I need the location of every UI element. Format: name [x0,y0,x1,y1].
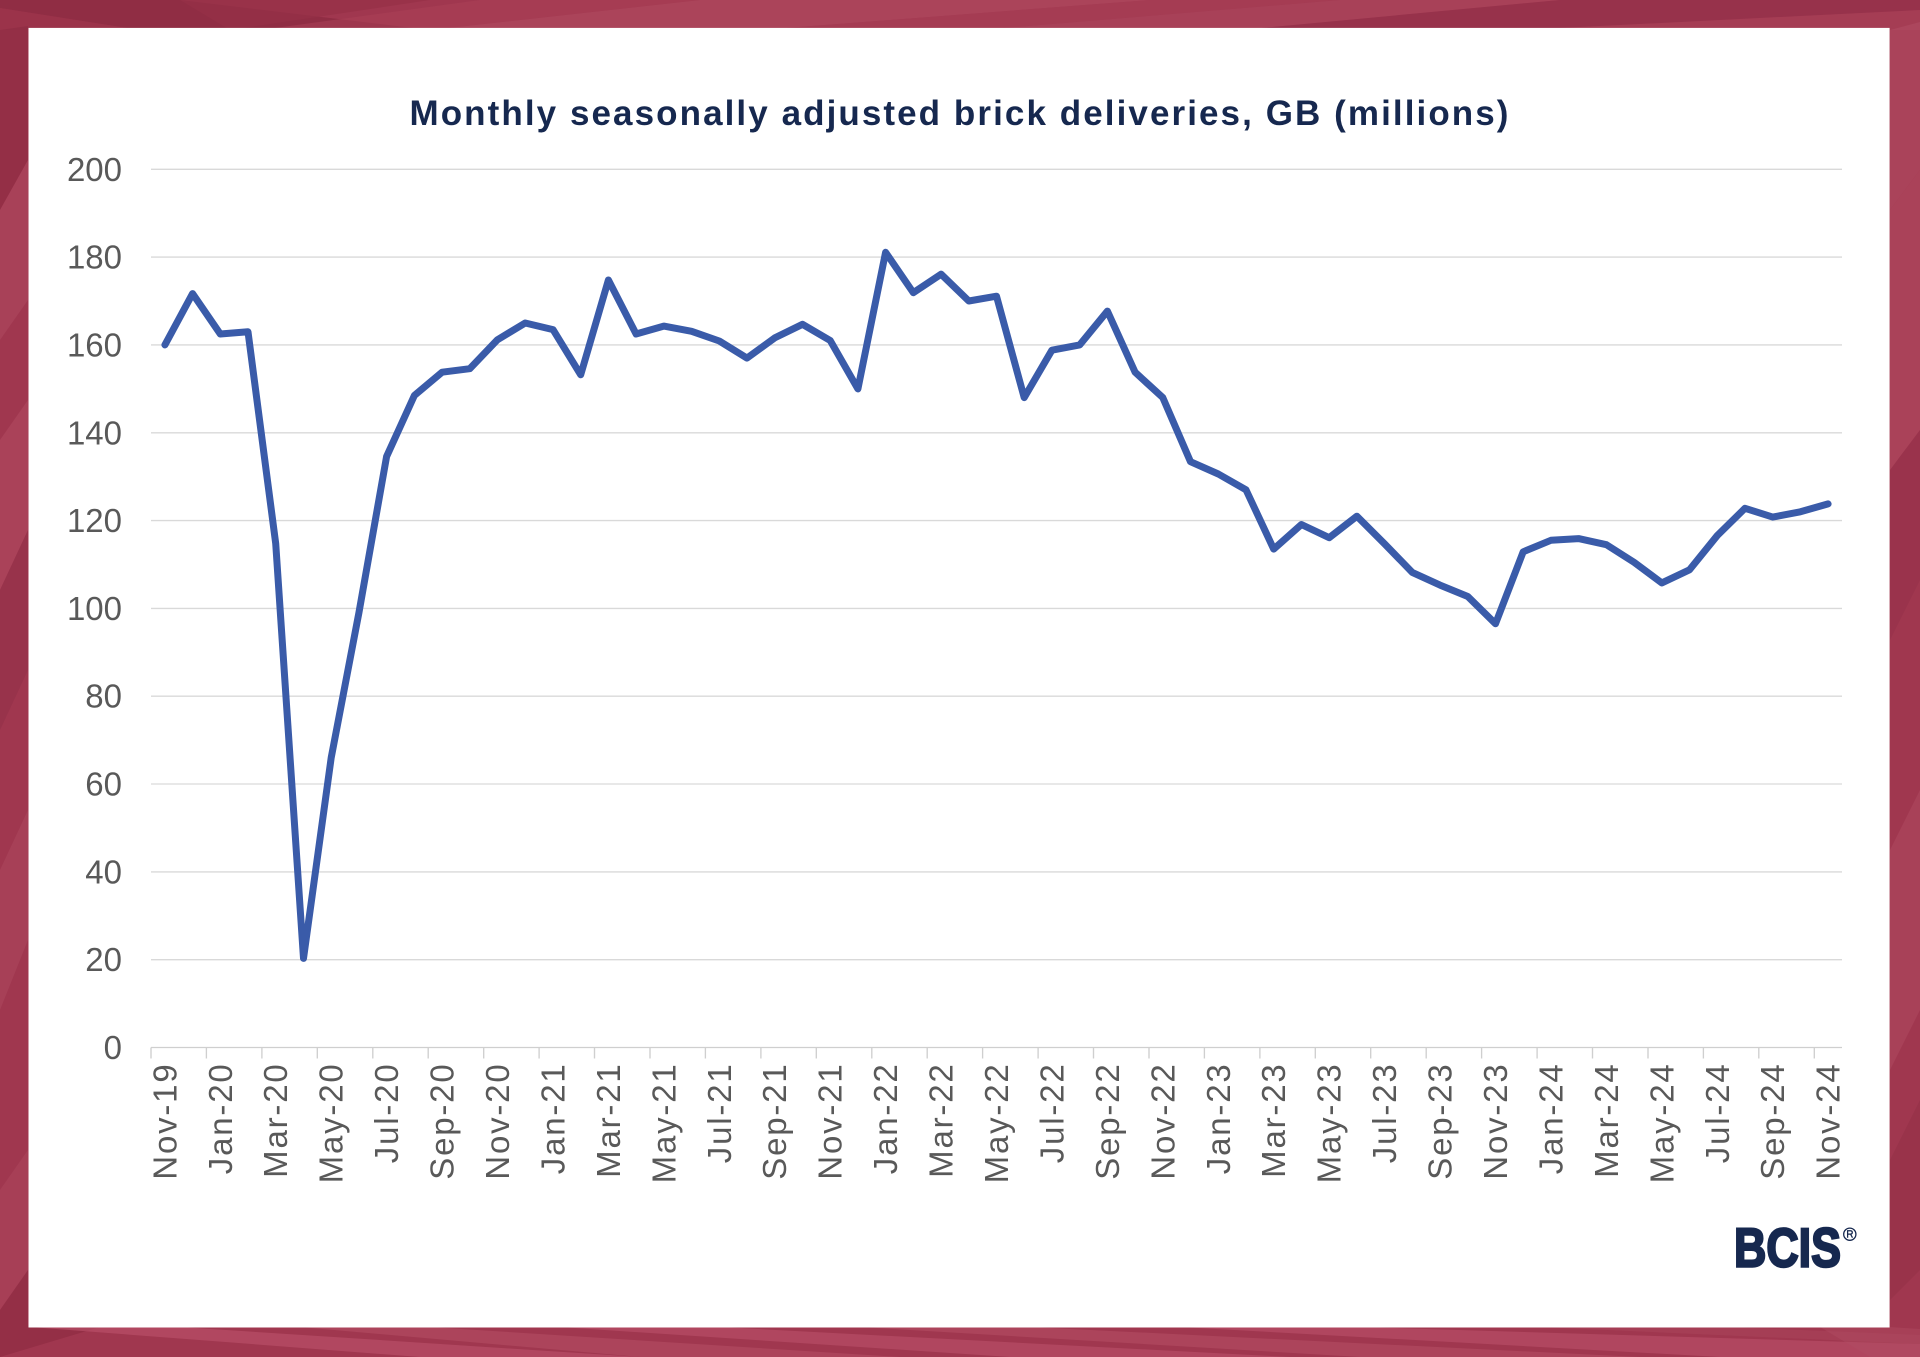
svg-text:Mar-23: Mar-23 [1255,1063,1292,1178]
svg-text:40: 40 [85,853,122,890]
svg-text:80: 80 [85,678,122,715]
svg-text:May-23: May-23 [1311,1063,1348,1184]
svg-text:Nov-23: Nov-23 [1477,1063,1514,1180]
svg-text:180: 180 [67,239,122,276]
svg-text:160: 160 [67,326,122,363]
svg-text:Jul-20: Jul-20 [368,1063,405,1164]
svg-text:Sep-20: Sep-20 [424,1063,461,1180]
svg-text:Nov-21: Nov-21 [812,1063,849,1180]
svg-text:120: 120 [67,502,122,539]
svg-text:Jan-21: Jan-21 [535,1063,572,1175]
svg-text:Sep-24: Sep-24 [1754,1063,1791,1180]
svg-text:20: 20 [85,941,122,978]
svg-text:Nov-20: Nov-20 [479,1063,516,1180]
svg-text:Jul-23: Jul-23 [1366,1063,1403,1164]
svg-text:Jul-21: Jul-21 [701,1063,738,1164]
svg-text:Sep-22: Sep-22 [1089,1063,1126,1180]
svg-text:Jul-22: Jul-22 [1033,1063,1070,1164]
svg-text:Sep-23: Sep-23 [1422,1063,1459,1180]
svg-text:Sep-21: Sep-21 [756,1063,793,1180]
svg-text:Mar-22: Mar-22 [923,1063,960,1178]
svg-text:Jan-20: Jan-20 [202,1063,239,1175]
svg-text:Jan-23: Jan-23 [1200,1063,1237,1175]
svg-text:0: 0 [104,1029,122,1066]
svg-text:May-20: May-20 [313,1063,350,1184]
svg-text:Mar-21: Mar-21 [590,1063,627,1178]
svg-text:May-21: May-21 [645,1063,682,1184]
svg-text:Monthly seasonally adjusted br: Monthly seasonally adjusted brick delive… [409,94,1510,133]
svg-text:Mar-24: Mar-24 [1588,1063,1625,1178]
svg-text:100: 100 [67,590,122,627]
svg-text:Jan-22: Jan-22 [867,1063,904,1175]
svg-text:Nov-19: Nov-19 [146,1063,183,1180]
svg-text:140: 140 [67,414,122,451]
svg-text:60: 60 [85,766,122,803]
svg-text:Jan-24: Jan-24 [1532,1063,1569,1175]
svg-text:Nov-24: Nov-24 [1810,1063,1847,1180]
svg-text:200: 200 [67,151,122,188]
svg-text:Jul-24: Jul-24 [1699,1063,1736,1164]
svg-text:Nov-22: Nov-22 [1144,1063,1181,1180]
svg-text:Mar-20: Mar-20 [257,1063,294,1178]
svg-text:May-22: May-22 [978,1063,1015,1184]
svg-text:May-24: May-24 [1643,1063,1680,1184]
svg-text:BCIS: BCIS [1734,1217,1841,1279]
